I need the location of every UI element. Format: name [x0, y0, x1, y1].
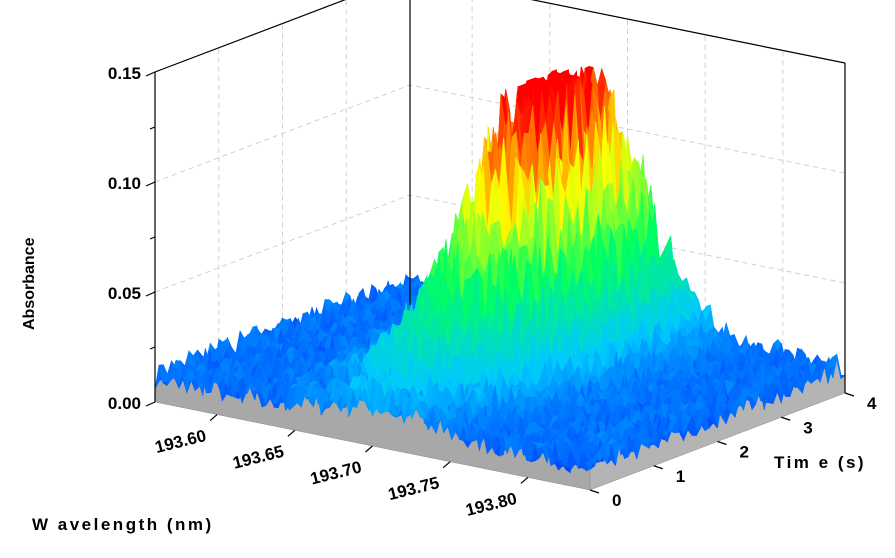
wavelength-axis-title: W avelength (nm)	[32, 515, 214, 534]
wavelength-tick	[287, 429, 296, 437]
time-tick	[717, 440, 727, 446]
wavelength-tick-label: 193.65	[231, 442, 286, 473]
absorbance-surface	[154, 65, 846, 491]
time-tick	[844, 392, 855, 397]
wavelength-tick	[520, 476, 529, 484]
absorbance-tick-label: 0.00	[108, 394, 141, 413]
time-tick-label: 0	[612, 491, 621, 510]
absorbance-tick-label: 0.05	[108, 284, 141, 303]
time-tick-label: 4	[867, 394, 877, 413]
wavelength-tick	[365, 445, 373, 453]
absorbance-tick	[145, 401, 156, 407]
time-axis-ticks: 0 1 2 3 4	[589, 392, 877, 510]
absorbance-axis-ticks: 0.00 0.05 0.10 0.15	[108, 64, 156, 413]
absorbance-tick	[145, 71, 156, 77]
absorbance-tick-label: 0.10	[108, 174, 141, 193]
absorbance-tick	[145, 291, 156, 297]
time-tick-label: 2	[740, 443, 749, 462]
absorbance-minor-tick	[149, 126, 156, 130]
absorbance-minor-tick	[149, 236, 156, 240]
absorbance-axis-title: Absorbance	[21, 237, 38, 330]
wavelength-tick-label: 193.70	[308, 457, 363, 488]
absorbance-tick-label: 0.15	[108, 64, 141, 83]
time-tick-label: 3	[803, 418, 812, 437]
time-tick	[653, 465, 663, 470]
time-tick	[781, 416, 791, 421]
wavelength-tick-label: 193.75	[386, 473, 441, 504]
wavelength-tick	[442, 461, 451, 469]
wavelength-tick-label: 193.80	[464, 489, 519, 520]
time-tick	[589, 489, 600, 494]
time-tick-label: 1	[676, 467, 685, 486]
absorbance-tick	[145, 181, 156, 187]
absorbance-minor-tick	[149, 346, 156, 350]
wavelength-tick-label: 193.60	[153, 426, 208, 457]
time-axis-title: Tim e (s)	[774, 453, 866, 472]
wavelength-tick	[209, 414, 218, 422]
